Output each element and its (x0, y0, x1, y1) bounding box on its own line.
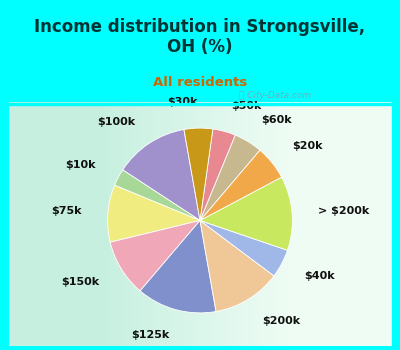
Text: $60k: $60k (262, 114, 292, 125)
Text: $125k: $125k (131, 330, 169, 340)
Text: $20k: $20k (292, 141, 323, 152)
Text: ⓘ City-Data.com: ⓘ City-Data.com (239, 91, 311, 100)
Bar (0, 98, 8, 350)
Text: $150k: $150k (61, 278, 99, 287)
Wedge shape (200, 150, 282, 220)
Text: $75k: $75k (52, 206, 82, 216)
Wedge shape (200, 220, 288, 276)
Bar (392, 98, 400, 350)
Wedge shape (200, 129, 235, 220)
Text: Income distribution in Strongsville,
OH (%): Income distribution in Strongsville, OH … (34, 18, 366, 56)
Wedge shape (200, 135, 260, 220)
Text: All residents: All residents (153, 76, 247, 90)
Text: $50k: $50k (231, 102, 261, 111)
Bar (0, 103, 400, 105)
Wedge shape (110, 220, 200, 291)
Wedge shape (184, 128, 213, 220)
Wedge shape (114, 170, 200, 220)
Wedge shape (200, 177, 292, 250)
Text: $100k: $100k (97, 117, 135, 127)
Text: $10k: $10k (65, 160, 95, 170)
Text: $30k: $30k (168, 97, 198, 107)
Text: $200k: $200k (262, 316, 300, 326)
Wedge shape (200, 220, 274, 312)
Wedge shape (123, 130, 200, 220)
Wedge shape (140, 220, 216, 313)
Bar (0, 346, 400, 350)
Text: $40k: $40k (305, 271, 335, 281)
Wedge shape (108, 185, 200, 242)
Text: > $200k: > $200k (318, 206, 369, 216)
